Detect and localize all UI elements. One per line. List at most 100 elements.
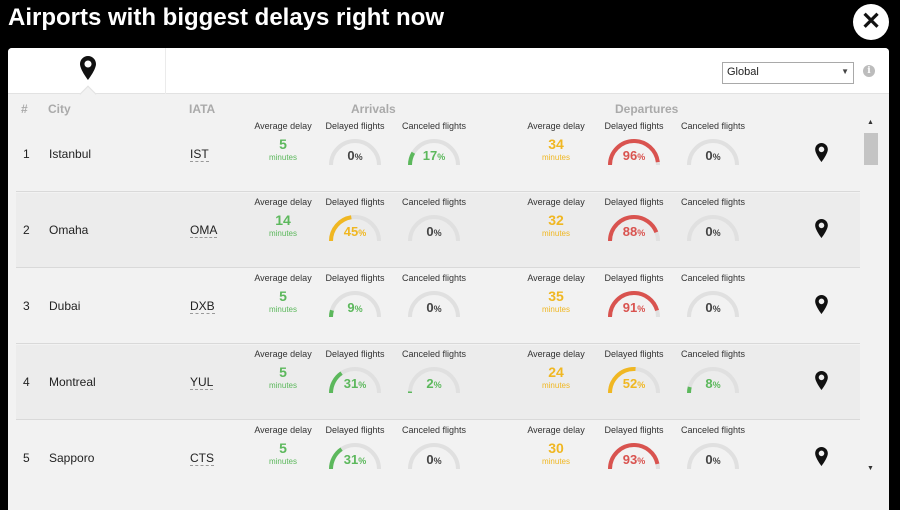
row-city: Istanbul — [49, 147, 92, 161]
dep-canceled-value: 0 — [705, 224, 713, 239]
map-marker-icon[interactable] — [815, 143, 828, 167]
row-rank: 4 — [23, 375, 30, 389]
arr-canceled-percent-sign: % — [433, 380, 442, 390]
dep-canceled-percent-sign: % — [712, 380, 721, 390]
header-rank: # — [21, 102, 28, 116]
arr-delayed-gauge: 31% — [327, 365, 383, 395]
tab-pointer — [79, 85, 97, 103]
dep-average-delay: 35 — [548, 288, 564, 304]
arr-delayed-percent: 9% — [327, 300, 383, 315]
arr-canceled-gauge: 0% — [406, 289, 462, 319]
scrollbar-thumb[interactable] — [864, 133, 878, 165]
dep-delayed-percent: 96% — [606, 148, 662, 163]
dep-canceled-percent-sign: % — [712, 152, 721, 162]
arr-delayed-gauge: 9% — [327, 289, 383, 319]
row-iata[interactable]: OMA — [190, 223, 218, 238]
dep-delayed-label: Delayed flights — [604, 197, 664, 207]
dep-canceled-percent: 0% — [685, 452, 741, 467]
header-city: City — [48, 102, 71, 116]
map-marker-icon[interactable] — [815, 371, 828, 395]
map-marker-icon[interactable] — [815, 295, 828, 319]
arr-avg-label: Average delay — [254, 121, 312, 131]
arr-delayed-percent: 45% — [327, 224, 383, 239]
arr-delayed-percent-sign: % — [354, 304, 363, 314]
arr-canceled-value: 17 — [422, 148, 438, 163]
dep-average-delay: 34 — [548, 136, 564, 152]
region-select[interactable]: Global ▼ — [722, 62, 854, 84]
dep-canceled-gauge: 0% — [685, 213, 741, 243]
dep-delayed-percent: 52% — [606, 376, 662, 391]
dep-delayed-value: 52 — [622, 376, 638, 391]
info-circle-icon[interactable]: i — [863, 65, 875, 77]
dep-canceled-gauge: 0% — [685, 441, 741, 471]
arr-delayed-value: 31 — [343, 376, 359, 391]
dep-delayed-gauge: 93% — [606, 441, 662, 471]
dep-delayed-percent-sign: % — [637, 228, 646, 238]
header-iata: IATA — [189, 102, 216, 116]
dep-canceled-value: 0 — [705, 300, 713, 315]
dep-average-delay-unit: minutes — [541, 381, 571, 390]
dep-canceled-percent: 8% — [685, 376, 741, 391]
dep-canceled-label: Canceled flights — [680, 197, 746, 207]
dep-canceled-percent: 0% — [685, 224, 741, 239]
scroll-up-icon[interactable]: ▲ — [867, 119, 874, 126]
chevron-down-icon: ▼ — [841, 67, 849, 76]
scrollbar[interactable]: ▲ ▼ — [863, 117, 879, 478]
arr-canceled-percent: 17% — [406, 148, 462, 163]
region-select-value: Global — [727, 66, 759, 78]
arr-delayed-label: Delayed flights — [325, 349, 385, 359]
row-rank: 2 — [23, 223, 30, 237]
map-marker-icon[interactable] — [815, 219, 828, 243]
dep-delayed-label: Delayed flights — [604, 273, 664, 283]
dep-canceled-gauge: 0% — [685, 289, 741, 319]
arr-canceled-value: 2 — [426, 376, 434, 391]
arr-canceled-percent: 0% — [406, 224, 462, 239]
arr-canceled-percent-sign: % — [433, 228, 442, 238]
arr-canceled-gauge: 17% — [406, 137, 462, 167]
table-row: 4 Montreal YUL Average delay Delayed flights… — [16, 345, 860, 420]
arr-delayed-label: Delayed flights — [325, 425, 385, 435]
close-button[interactable]: ✕ — [853, 4, 889, 40]
dep-average-delay-unit: minutes — [541, 457, 571, 466]
row-iata[interactable]: DXB — [190, 299, 215, 314]
scroll-down-icon[interactable]: ▼ — [867, 465, 874, 472]
dep-canceled-label: Canceled flights — [680, 273, 746, 283]
arr-delayed-percent-sign: % — [358, 456, 367, 466]
toolbar: Global ▼ i — [8, 48, 889, 103]
dep-average-delay: 32 — [548, 212, 564, 228]
arr-delayed-percent-sign: % — [358, 380, 367, 390]
arr-average-delay-unit: minutes — [268, 153, 298, 162]
tab-location[interactable] — [10, 48, 166, 103]
dep-delayed-label: Delayed flights — [604, 121, 664, 131]
arr-canceled-gauge: 2% — [406, 365, 462, 395]
table-row: 2 Omaha OMA Average delay Delayed flights Can… — [16, 193, 860, 268]
row-iata[interactable]: YUL — [190, 375, 214, 390]
dep-delayed-percent: 91% — [606, 300, 662, 315]
dep-delayed-percent-sign: % — [637, 456, 646, 466]
arr-delayed-label: Delayed flights — [325, 121, 385, 131]
map-marker-icon[interactable] — [815, 447, 828, 471]
arr-canceled-percent-sign: % — [433, 456, 442, 466]
arr-canceled-percent: 0% — [406, 452, 462, 467]
row-city: Omaha — [49, 223, 89, 237]
arr-average-delay: 5 — [279, 440, 287, 456]
arr-average-delay-unit: minutes — [268, 305, 298, 314]
arr-canceled-percent: 2% — [406, 376, 462, 391]
row-iata[interactable]: IST — [190, 147, 209, 162]
arr-canceled-label: Canceled flights — [401, 273, 467, 283]
arr-canceled-gauge: 0% — [406, 213, 462, 243]
arr-canceled-label: Canceled flights — [401, 425, 467, 435]
header-arrivals: Arrivals — [351, 102, 396, 116]
map-marker-icon — [80, 56, 96, 80]
dep-avg-label: Average delay — [527, 425, 585, 435]
dep-delayed-gauge: 96% — [606, 137, 662, 167]
airport-delays-panel: Global ▼ i # City IATA Arrivals Departur… — [8, 48, 889, 510]
header-departures: Departures — [615, 102, 679, 116]
dep-delayed-gauge: 52% — [606, 365, 662, 395]
arr-delayed-value: 45 — [343, 224, 359, 239]
dep-average-delay-unit: minutes — [541, 305, 571, 314]
dep-delayed-percent: 88% — [606, 224, 662, 239]
arr-canceled-percent-sign: % — [433, 304, 442, 314]
row-iata[interactable]: CTS — [190, 451, 214, 466]
dep-delayed-value: 91 — [622, 300, 638, 315]
